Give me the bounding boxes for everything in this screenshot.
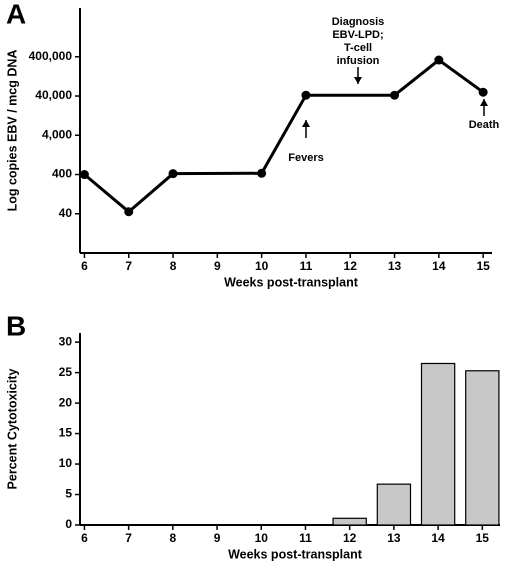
x-tick-label: 9 <box>214 531 221 545</box>
point <box>257 168 267 178</box>
bar <box>465 370 500 526</box>
line <box>83 58 485 214</box>
point <box>301 90 311 100</box>
x-tick-label: 15 <box>476 531 490 545</box>
y-tick-label: 400,000 <box>29 49 73 63</box>
x-tick-label: 10 <box>255 531 269 545</box>
x-tick-label: 13 <box>388 259 402 273</box>
x-tick-label: 10 <box>255 259 269 273</box>
x-tick-label: 9 <box>214 259 221 273</box>
x-tick-label: 13 <box>387 531 401 545</box>
panel-label: B <box>6 310 26 341</box>
point <box>79 170 89 180</box>
x-axis-title: Weeks post-transplant <box>228 547 363 561</box>
x-tick-label: 15 <box>476 259 490 273</box>
annotation: EBV-LPD; <box>332 29 383 41</box>
x-tick-label: 7 <box>125 259 132 273</box>
point <box>124 207 134 217</box>
y-tick-label: 400 <box>52 167 72 181</box>
x-tick-label: 7 <box>125 531 132 545</box>
y-tick-label: 10 <box>59 456 73 470</box>
point <box>434 55 444 65</box>
y-tick-label: 40 <box>59 206 73 220</box>
x-tick-label: 11 <box>300 259 313 273</box>
y-tick-label: 40,000 <box>35 88 72 102</box>
bar <box>420 362 456 526</box>
annotation: T-cell <box>344 42 372 54</box>
x-tick-label: 11 <box>299 531 312 545</box>
point <box>168 169 178 179</box>
x-tick-label: 12 <box>343 531 357 545</box>
x-tick-label: 8 <box>170 259 177 273</box>
y-tick-label: 25 <box>59 365 73 379</box>
x-tick-label: 14 <box>432 259 446 273</box>
bar <box>376 483 412 526</box>
arrow-head <box>354 77 362 84</box>
y-tick-label: 5 <box>65 487 72 501</box>
x-axis-title: Weeks post-transplant <box>224 275 359 289</box>
point <box>390 90 400 100</box>
y-tick-label: 15 <box>59 426 73 440</box>
x-tick-label: 6 <box>81 259 88 273</box>
annotation: Diagnosis <box>332 16 385 28</box>
y-tick-label: 4,000 <box>42 127 72 141</box>
panel-label: A <box>6 0 26 29</box>
x-tick-label: 14 <box>431 531 445 545</box>
annotation: Fevers <box>288 152 323 164</box>
y-tick-label: 0 <box>65 517 72 531</box>
annotation: Death <box>469 119 500 131</box>
bar <box>332 517 367 526</box>
annotation: infusion <box>337 55 380 67</box>
y-tick-label: 30 <box>59 334 73 348</box>
x-tick-label: 8 <box>169 531 176 545</box>
arrow-head <box>480 99 488 106</box>
y-axis-title: Log copies EBV / mcg DNA <box>5 50 19 212</box>
x-tick-label: 12 <box>344 259 358 273</box>
y-axis-title: Percent Cytotoxicity <box>5 369 19 490</box>
point <box>478 87 488 97</box>
arrow-head <box>302 120 310 127</box>
y-tick-label: 20 <box>59 395 73 409</box>
x-tick-label: 6 <box>81 531 88 545</box>
